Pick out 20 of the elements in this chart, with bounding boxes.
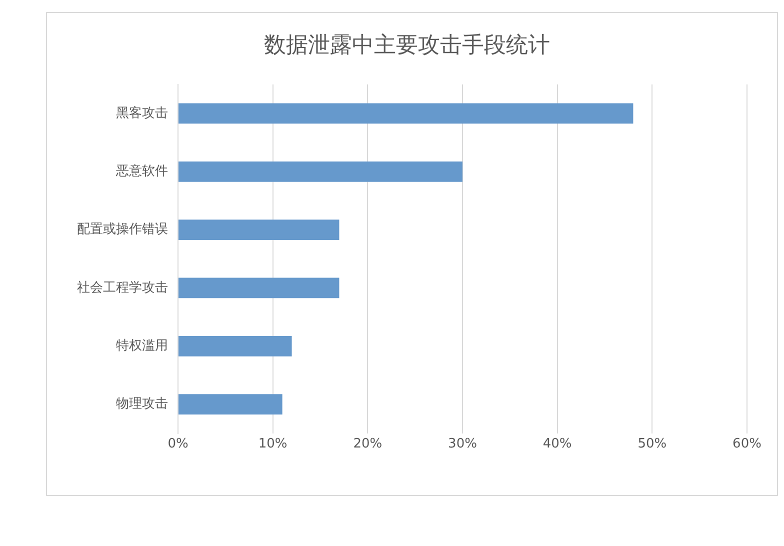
chart-title: 数据泄露中主要攻击手段统计 xyxy=(264,32,550,58)
x-tick-label: 50% xyxy=(638,436,667,452)
x-tick-label: 30% xyxy=(448,436,477,452)
x-tick-label: 40% xyxy=(542,436,572,452)
y-tick-label: 黑客攻击 xyxy=(116,104,168,121)
bar xyxy=(178,161,462,182)
bar xyxy=(178,103,634,124)
x-tick-label: 10% xyxy=(258,436,288,452)
y-tick-label: 物理攻击 xyxy=(116,396,168,412)
y-tick-label: 特权滥用 xyxy=(116,338,168,354)
bar xyxy=(178,394,282,414)
x-tick-label: 20% xyxy=(353,436,382,452)
y-tick-label: 配置或操作错误 xyxy=(77,222,168,238)
x-tick-label: 0% xyxy=(168,436,188,452)
bar xyxy=(178,278,340,298)
bar xyxy=(178,220,340,240)
y-tick-label: 恶意软件 xyxy=(115,164,168,180)
y-tick-label: 社会工程学攻击 xyxy=(77,280,168,296)
x-tick-label: 60% xyxy=(732,436,762,452)
bar xyxy=(178,336,292,356)
